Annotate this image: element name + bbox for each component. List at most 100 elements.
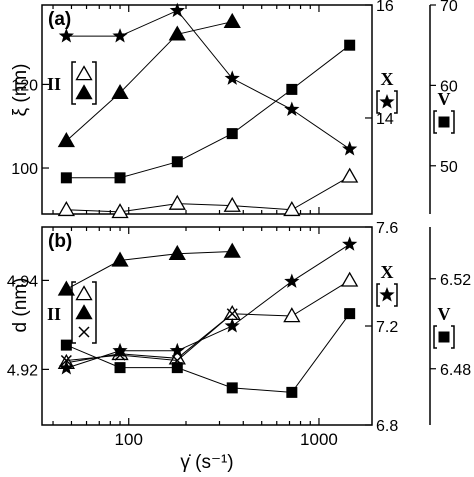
data-point <box>111 203 129 219</box>
series-open-triangle <box>57 167 359 219</box>
x-axis-label: γ̇ (s⁻¹) <box>180 452 233 473</box>
left-axis-label: ξ (nm) <box>10 64 31 117</box>
right-1-label: X <box>381 69 394 89</box>
series-filled-square <box>60 39 356 184</box>
data-point <box>344 39 356 51</box>
data-point <box>112 342 128 358</box>
legend-symbol-open-triangle <box>75 65 93 81</box>
right-2-tick-label: 70 <box>440 0 458 15</box>
data-point <box>58 28 74 43</box>
data-point <box>286 83 298 95</box>
data-point <box>171 362 183 374</box>
left-tick-label: 100 <box>11 161 38 178</box>
series-filled-square <box>60 308 356 398</box>
right-1-label: X <box>381 262 394 282</box>
right-1-tick-label: 7.6 <box>376 220 398 237</box>
right-2-tick-label: 50 <box>440 159 458 176</box>
right-1-tick-label: 14 <box>376 111 394 128</box>
legend-symbol-cross <box>78 326 90 338</box>
series-line <box>66 313 351 393</box>
data-point <box>283 201 301 217</box>
right-1-tick-label: 7.2 <box>376 319 398 336</box>
data-point <box>168 194 186 210</box>
right-2-tick-label: 6.48 <box>440 362 471 379</box>
data-point <box>112 28 128 43</box>
plot-frame <box>41 4 373 215</box>
panel-a: 100 120 14 16 50 60 70 (a) ξ (nm) II X V <box>10 0 458 219</box>
series-line <box>66 313 233 362</box>
data-point <box>57 132 75 148</box>
data-point <box>60 339 72 351</box>
data-point <box>226 308 238 320</box>
right-2-bracket <box>433 110 455 134</box>
data-point <box>114 172 126 184</box>
legend-symbol-filled-triangle <box>75 84 93 100</box>
data-point <box>224 70 240 85</box>
panel-label: (a) <box>48 9 71 30</box>
left-tick-label: 4.92 <box>7 362 38 379</box>
series-filled-triangle <box>57 242 241 296</box>
data-point <box>111 83 129 100</box>
x-tick-label: 1000 <box>300 430 338 449</box>
series-line <box>66 175 350 213</box>
left-legend: II <box>47 61 97 105</box>
series-star <box>58 236 358 375</box>
right-2-label: V <box>438 89 451 109</box>
right-2-tick-label: 60 <box>440 78 458 95</box>
data-point <box>284 273 300 288</box>
legend-prefix: II <box>47 74 61 94</box>
legend-symbol-open-triangle <box>75 285 93 301</box>
data-point <box>223 196 241 212</box>
data-point <box>223 242 241 258</box>
data-point <box>169 342 185 358</box>
legend-bracket-left <box>71 281 76 344</box>
data-point <box>341 271 359 287</box>
data-point <box>344 308 356 320</box>
legend-bracket-right <box>92 281 97 344</box>
data-point <box>111 251 129 267</box>
data-point <box>171 156 183 168</box>
data-point <box>169 2 185 18</box>
right-1-bracket <box>376 90 398 114</box>
series-filled-triangle <box>57 12 241 148</box>
right-1-bracket <box>376 283 398 307</box>
right-2-legend-symbol <box>438 116 450 128</box>
right-2-bracket <box>433 325 455 349</box>
left-legend: II <box>47 281 97 344</box>
right-1-legend-symbol <box>379 94 395 109</box>
series-star <box>58 2 358 156</box>
left-tick-label: 4.94 <box>7 273 38 290</box>
right-2-tick-label: 6.52 <box>440 272 471 289</box>
data-point <box>342 236 358 251</box>
data-point <box>283 307 301 323</box>
left-axis-label: d (nm) <box>10 278 31 333</box>
right-2-legend-symbol <box>438 331 450 343</box>
right-2-label: V <box>438 304 451 324</box>
data-point <box>168 244 186 260</box>
data-point <box>342 141 358 156</box>
data-point <box>114 362 126 374</box>
x-tick-label: 100 <box>115 430 143 449</box>
series-line <box>66 251 233 290</box>
series-line <box>66 243 350 369</box>
data-point <box>223 12 241 28</box>
series-line <box>66 9 350 150</box>
data-point <box>226 128 238 140</box>
data-point <box>286 386 298 398</box>
series-open-triangle <box>57 271 359 369</box>
data-point <box>168 25 186 41</box>
series-line <box>66 21 233 142</box>
legend-prefix: II <box>47 304 61 324</box>
data-point <box>226 382 238 394</box>
right-1-legend-symbol <box>379 287 395 302</box>
panel-b: 100 1000 4.92 4.94 6.8 7.2 7.6 6.48 6.52 (b) d (nm… <box>7 220 471 449</box>
data-point <box>57 201 75 217</box>
series-line <box>66 44 351 179</box>
data-point <box>284 101 300 116</box>
data-point <box>58 360 74 375</box>
legend-bracket-right <box>92 61 97 105</box>
right-1-tick-label: 16 <box>376 0 394 15</box>
data-point <box>224 318 240 333</box>
data-point <box>60 172 72 184</box>
